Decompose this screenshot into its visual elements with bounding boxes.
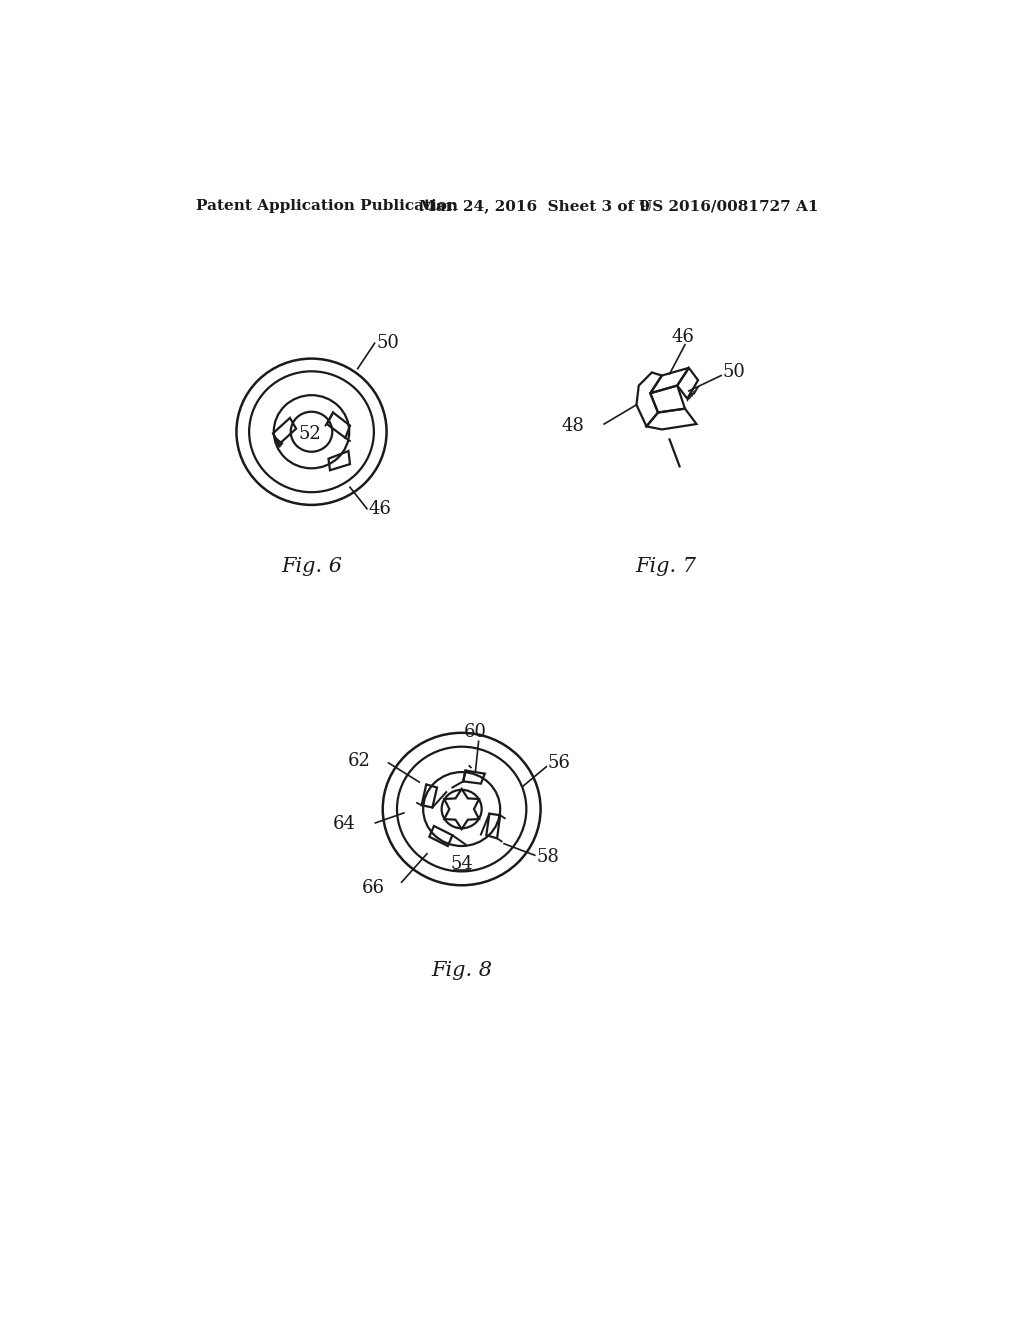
Text: 48: 48 [562,417,585,436]
Text: US 2016/0081727 A1: US 2016/0081727 A1 [639,199,818,213]
Text: Fig. 8: Fig. 8 [431,961,493,981]
Text: Fig. 7: Fig. 7 [635,557,696,576]
Text: 62: 62 [348,751,371,770]
Text: 58: 58 [537,847,559,866]
Text: 64: 64 [333,816,355,833]
Text: 50: 50 [376,334,399,352]
Text: 56: 56 [548,754,570,772]
Text: Fig. 6: Fig. 6 [281,557,342,576]
Text: 66: 66 [361,879,385,896]
Text: 52: 52 [299,425,322,444]
Text: 60: 60 [464,723,487,741]
Text: Mar. 24, 2016  Sheet 3 of 9: Mar. 24, 2016 Sheet 3 of 9 [419,199,650,213]
Text: 50: 50 [723,363,745,381]
Text: 46: 46 [369,500,391,517]
Text: Patent Application Publication: Patent Application Publication [196,199,458,213]
Text: 54: 54 [451,855,473,874]
Text: 46: 46 [671,329,694,346]
